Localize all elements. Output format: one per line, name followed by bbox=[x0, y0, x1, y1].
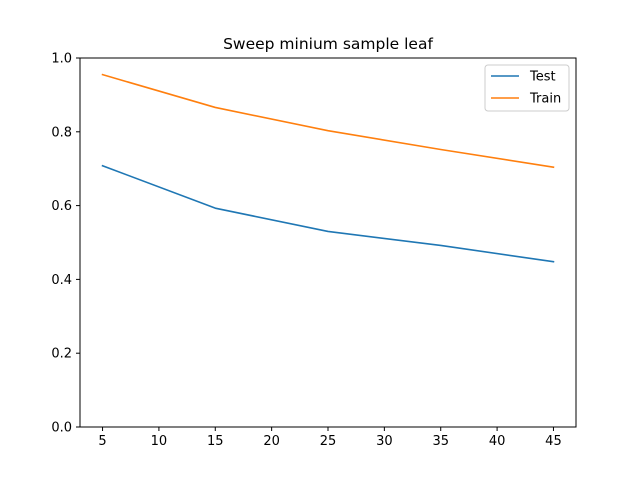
y-tick-label: 0.4 bbox=[51, 273, 72, 288]
x-tick-label: 45 bbox=[545, 434, 562, 449]
y-tick-label: 0.8 bbox=[51, 125, 72, 140]
x-tick-label: 20 bbox=[263, 434, 280, 449]
x-tick-label: 30 bbox=[376, 434, 393, 449]
legend-label-test: Test bbox=[529, 70, 556, 85]
x-tick-label: 25 bbox=[320, 434, 337, 449]
legend-label-train: Train bbox=[529, 92, 561, 107]
x-tick-label: 5 bbox=[98, 434, 106, 449]
series-line-train bbox=[101, 73, 555, 169]
x-tick-label: 10 bbox=[151, 434, 168, 449]
legend: Test Train bbox=[484, 64, 570, 112]
chart-title: Sweep minium sample leaf bbox=[223, 35, 433, 53]
x-tick-label: 15 bbox=[207, 434, 224, 449]
series-layer bbox=[101, 73, 555, 263]
y-tick-label: 1.0 bbox=[51, 52, 72, 67]
plot-area bbox=[80, 58, 576, 427]
y-tick-label: 0.2 bbox=[51, 347, 72, 362]
x-axis: 5 10 15 20 25 30 35 40 45 bbox=[98, 427, 562, 449]
y-axis: 0.0 0.2 0.4 0.6 0.8 1.0 bbox=[51, 52, 80, 436]
x-tick-label: 40 bbox=[489, 434, 506, 449]
series-line-test bbox=[101, 164, 555, 263]
y-tick-label: 0.0 bbox=[51, 421, 72, 436]
x-tick-label: 35 bbox=[432, 434, 449, 449]
y-tick-label: 0.6 bbox=[51, 199, 72, 214]
